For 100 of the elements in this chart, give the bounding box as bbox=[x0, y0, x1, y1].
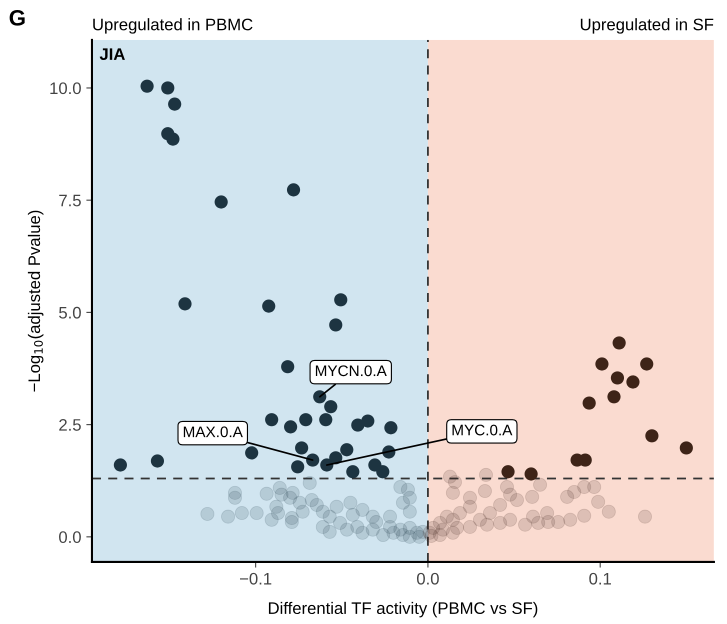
point bbox=[286, 486, 300, 500]
point bbox=[330, 500, 344, 514]
point bbox=[150, 454, 164, 468]
point bbox=[343, 496, 358, 510]
y-tick-label: 5.0 bbox=[59, 306, 81, 319]
y-axis-title: −Log$_{10}$(adjusted Pvalue) bbox=[28, 210, 44, 392]
point bbox=[582, 396, 596, 410]
point bbox=[680, 441, 693, 455]
point bbox=[140, 80, 154, 93]
point bbox=[376, 465, 390, 478]
x-tick-label: −0.1 bbox=[240, 572, 272, 585]
point bbox=[200, 506, 214, 521]
point bbox=[424, 528, 438, 543]
point bbox=[234, 506, 249, 520]
point bbox=[299, 413, 312, 426]
point bbox=[610, 371, 624, 385]
point bbox=[291, 460, 304, 474]
y-tick-label: 7.5 bbox=[59, 194, 81, 206]
annotation: JIA bbox=[100, 48, 125, 60]
point bbox=[396, 496, 410, 510]
point bbox=[369, 515, 384, 530]
point bbox=[284, 420, 298, 434]
point bbox=[214, 195, 228, 209]
point bbox=[296, 504, 310, 519]
point bbox=[281, 360, 294, 374]
point bbox=[361, 414, 374, 428]
point bbox=[563, 512, 578, 527]
point bbox=[245, 446, 258, 460]
point bbox=[178, 297, 192, 310]
point bbox=[612, 336, 626, 350]
point bbox=[228, 490, 242, 505]
point bbox=[114, 458, 127, 472]
point bbox=[284, 515, 299, 530]
band-label: Upregulated in SF bbox=[580, 18, 714, 34]
point bbox=[478, 484, 492, 498]
point bbox=[250, 506, 264, 520]
point bbox=[591, 494, 606, 509]
annotation: MYC.0.A bbox=[452, 424, 512, 436]
point bbox=[286, 183, 300, 196]
point bbox=[260, 486, 274, 501]
x-tick-label: 0.0 bbox=[416, 572, 439, 585]
point bbox=[567, 484, 582, 499]
point bbox=[446, 526, 460, 540]
point bbox=[462, 500, 477, 514]
text: G bbox=[10, 10, 25, 26]
point bbox=[346, 508, 360, 522]
point bbox=[161, 81, 174, 95]
point bbox=[310, 498, 324, 512]
point bbox=[446, 486, 460, 500]
point bbox=[329, 318, 342, 332]
point bbox=[526, 510, 540, 524]
point bbox=[462, 520, 477, 534]
point bbox=[595, 357, 609, 371]
point bbox=[493, 498, 508, 512]
point bbox=[587, 480, 602, 494]
point bbox=[262, 300, 276, 313]
point bbox=[324, 400, 338, 414]
point bbox=[493, 516, 508, 530]
point bbox=[402, 530, 417, 544]
annotation: MAX.0.A bbox=[184, 426, 243, 438]
point bbox=[168, 98, 182, 111]
point bbox=[295, 441, 308, 455]
point bbox=[640, 357, 654, 371]
point bbox=[265, 413, 278, 426]
point bbox=[340, 443, 354, 456]
point bbox=[264, 512, 279, 527]
point bbox=[316, 520, 330, 534]
point bbox=[510, 493, 524, 508]
x-tick-label: 0.1 bbox=[589, 572, 611, 585]
point bbox=[501, 465, 515, 478]
point bbox=[166, 132, 180, 146]
band-label: Upregulated in PBMC bbox=[93, 18, 253, 34]
point bbox=[518, 518, 532, 532]
point bbox=[346, 465, 360, 478]
y-tick-label: 0.0 bbox=[59, 531, 81, 544]
point bbox=[645, 429, 658, 442]
point bbox=[626, 375, 640, 389]
point bbox=[525, 490, 540, 504]
point bbox=[319, 413, 332, 426]
point bbox=[386, 526, 400, 540]
point bbox=[607, 390, 621, 404]
point bbox=[533, 478, 548, 492]
point bbox=[302, 476, 317, 490]
point bbox=[402, 504, 417, 519]
x-axis-title: Differential TF activity (PBMC vs SF) bbox=[268, 602, 538, 618]
point bbox=[351, 418, 364, 432]
point bbox=[384, 421, 398, 434]
point bbox=[334, 293, 348, 306]
y-tick-label: 10.0 bbox=[50, 82, 81, 94]
point bbox=[577, 508, 592, 523]
point bbox=[478, 468, 493, 482]
point bbox=[638, 510, 652, 524]
point bbox=[524, 467, 538, 481]
y-tick-label: 2.5 bbox=[59, 419, 81, 431]
point bbox=[602, 504, 616, 519]
point bbox=[355, 526, 370, 540]
point bbox=[340, 522, 354, 537]
point bbox=[221, 510, 236, 524]
annotation: MYCN.0.A bbox=[316, 365, 387, 376]
point bbox=[480, 518, 494, 532]
